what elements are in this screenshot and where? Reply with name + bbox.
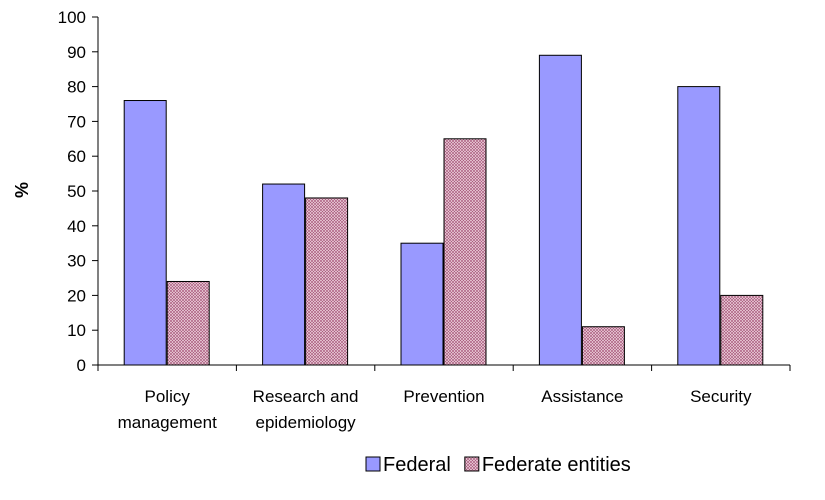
x-category-label: Prevention (403, 387, 484, 406)
y-tick-label: 70 (67, 112, 86, 131)
bar-federal (677, 86, 721, 366)
bar-federate-entities (443, 138, 487, 366)
y-tick-label: 100 (58, 8, 86, 27)
x-category-label: Assistance (541, 387, 623, 406)
y-tick-label: 80 (67, 78, 86, 97)
y-tick-label: 50 (67, 182, 86, 201)
bar-federal (262, 183, 306, 366)
x-category-label: epidemiology (256, 413, 357, 432)
bar-federal (123, 100, 167, 366)
x-category-label: Security (690, 387, 752, 406)
legend: Federal Federate entities (365, 454, 631, 476)
y-tick-label: 30 (67, 252, 86, 271)
bar-federate-entities (720, 294, 764, 366)
x-category-label: management (118, 413, 218, 432)
bar-federate-entities (166, 280, 210, 366)
y-tick-label: 60 (67, 147, 86, 166)
bar-federate-entities (581, 326, 625, 366)
legend-swatch (365, 456, 381, 472)
bars-group (123, 54, 764, 366)
x-category-label: Research and (253, 387, 359, 406)
bar-federate-entities (305, 197, 349, 366)
y-tick-label: 0 (77, 356, 86, 375)
bar-federal (538, 54, 582, 366)
legend-label: Federate entities (482, 454, 631, 476)
x-category-label: Policy (145, 387, 191, 406)
legend-swatch (464, 456, 480, 472)
bar-federal (400, 242, 444, 366)
y-tick-label: 10 (67, 321, 86, 340)
legend-label: Federal (383, 454, 451, 476)
y-tick-label: 20 (67, 286, 86, 305)
x-axis: Policy management Research and epidemiology… (97, 364, 791, 432)
y-axis: 0 10 20 30 40 50 60 70 80 90 100 (58, 8, 99, 375)
y-axis-title: % (12, 182, 32, 198)
y-tick-label: 90 (67, 43, 86, 62)
y-tick-label: 40 (67, 217, 86, 236)
